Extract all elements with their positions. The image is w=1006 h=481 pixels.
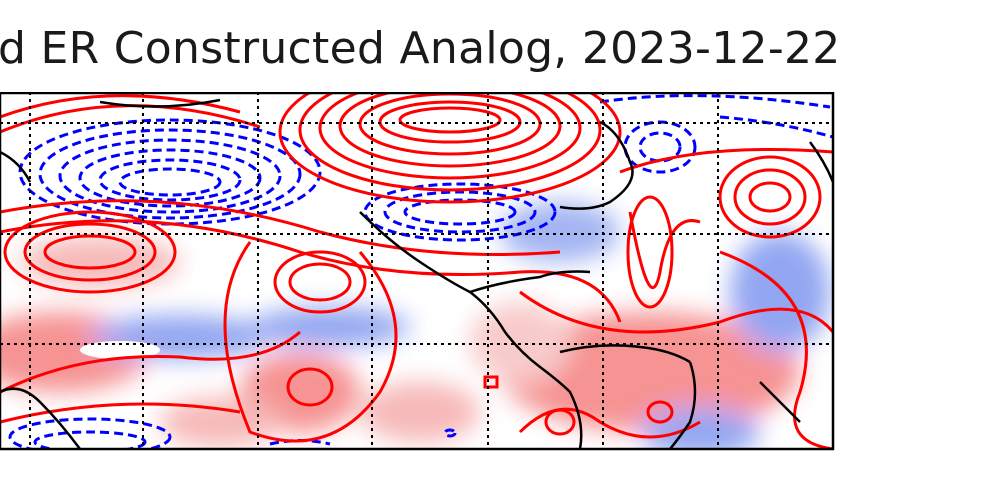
map-plot [0,92,835,451]
coastlines [0,98,833,449]
negative-contours [8,94,833,449]
figure-title: d ER Constructed Analog, 2023-12-22 [0,18,1006,80]
gridlines [0,92,833,449]
figure-title-text: d ER Constructed Analog, 2023-12-22 [0,23,841,74]
map-frame [0,92,835,451]
white-patch [80,341,160,359]
map-panel [0,92,835,451]
